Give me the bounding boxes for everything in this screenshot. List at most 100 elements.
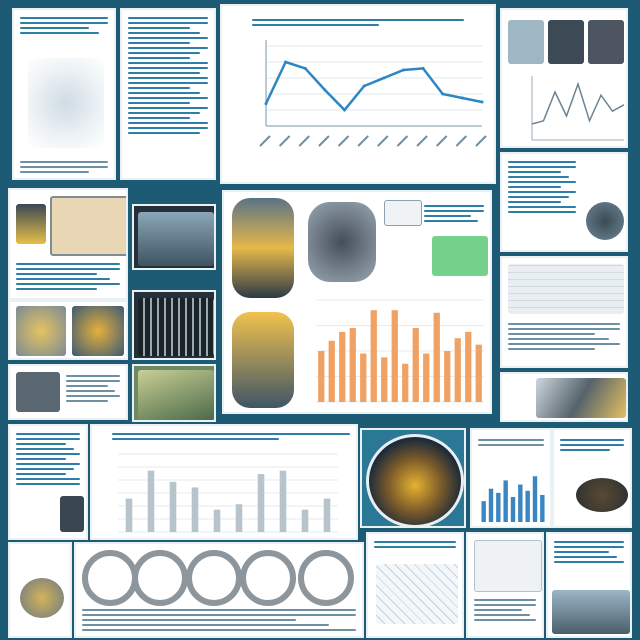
bar [235, 504, 243, 532]
machine-photo [588, 20, 624, 64]
text-block [374, 538, 456, 551]
tick-label-mark [298, 135, 310, 147]
document-tile-right-1 [500, 152, 628, 252]
bar [503, 480, 508, 522]
data-point [303, 66, 307, 70]
orange-bar-chart [316, 299, 484, 403]
tick-label-mark [318, 135, 330, 147]
grille-photo [138, 298, 214, 356]
sketch-photo [376, 564, 458, 624]
document-tile-left-bottom [8, 364, 128, 420]
bar [191, 487, 199, 532]
tick-label-mark [259, 135, 271, 147]
photo-tile-3 [132, 364, 216, 422]
tick-label-mark [357, 135, 369, 147]
bar [257, 474, 265, 532]
bar [481, 501, 486, 522]
sketch-tile [366, 532, 464, 638]
series-line [531, 81, 625, 125]
data-point [441, 92, 445, 96]
text-block [508, 320, 620, 353]
text-block [560, 436, 624, 454]
rings-tile [74, 542, 364, 638]
machine-photo [16, 372, 60, 412]
bar [540, 494, 545, 522]
line-chart [259, 40, 487, 147]
bar [125, 498, 133, 532]
bar [454, 338, 461, 402]
bottom-right-tile [546, 532, 632, 638]
texture-photo [586, 202, 624, 240]
bar [339, 331, 346, 402]
machine-photo [508, 20, 544, 64]
tick-label-mark [416, 135, 428, 147]
bar [301, 509, 309, 532]
data-point [284, 60, 288, 64]
pier-photo [552, 590, 630, 634]
document-tile-top-left [12, 8, 116, 180]
wave-chart [531, 76, 625, 141]
bottom-doc-tile [466, 532, 544, 638]
device-photo [536, 378, 626, 418]
ring-photo [132, 550, 188, 606]
text-block [16, 430, 80, 488]
bar [323, 498, 331, 532]
document-tile-left-lower [8, 300, 128, 360]
machine-photo [138, 212, 214, 266]
photo-tile-1 [132, 204, 216, 270]
bar [360, 353, 367, 402]
gray-bar-chart [118, 453, 338, 533]
document-tile-right-3 [500, 372, 628, 422]
label-green [432, 236, 488, 276]
data-point [421, 66, 425, 70]
bar [412, 328, 419, 402]
small-bar-chart [481, 476, 545, 522]
data-point [343, 108, 347, 112]
bar [444, 351, 451, 402]
landscape-photo [138, 370, 214, 420]
ring-photo [240, 550, 296, 606]
bar [465, 331, 472, 402]
bar [475, 344, 482, 402]
screen-photo [50, 196, 126, 256]
text-block [508, 158, 576, 216]
bar [328, 340, 335, 402]
bottom-left-photo-tile [8, 542, 72, 638]
tick-label-mark [396, 135, 409, 147]
data-point [323, 88, 327, 92]
machine-photo [548, 20, 584, 64]
tick-label-mark [455, 135, 468, 147]
data-point [362, 84, 366, 88]
data-point [460, 96, 464, 100]
bar [532, 476, 538, 522]
text-block [16, 260, 120, 293]
gear-photo [20, 578, 64, 618]
small-chart-tile [470, 428, 552, 528]
circle-photo-tile [360, 428, 466, 528]
document-tile-left-middle [8, 188, 128, 300]
ring-photo [186, 550, 242, 606]
data-point [401, 68, 405, 72]
line-chart-tile [220, 4, 496, 184]
text-block [478, 436, 544, 449]
bar [279, 470, 287, 532]
text-block [424, 202, 484, 225]
bar [349, 328, 356, 402]
data-point [264, 102, 268, 106]
bar [433, 312, 440, 402]
tick-label-mark [436, 135, 448, 147]
sensor-photo [576, 478, 628, 512]
text-block [82, 606, 356, 634]
text-block [20, 14, 108, 37]
photo-tile-2 [132, 290, 216, 360]
document-tile-text [120, 8, 216, 180]
product-photo [28, 58, 104, 148]
product-photo [232, 198, 294, 298]
data-point [382, 76, 386, 80]
bar [518, 484, 523, 522]
diagram-photo [474, 540, 542, 592]
device-photo [16, 204, 46, 244]
device-photo [72, 306, 124, 356]
product-photo-tile [552, 428, 632, 528]
tick-label-mark [475, 135, 487, 147]
